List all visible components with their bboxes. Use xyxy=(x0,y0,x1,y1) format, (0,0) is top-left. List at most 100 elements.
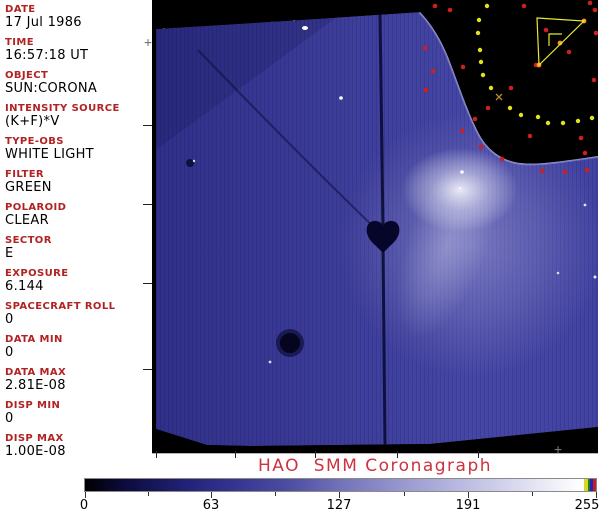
metadata-value: 17 Jul 1986 xyxy=(5,15,82,30)
fiducial-dot-red xyxy=(485,105,491,111)
metadata-sidebar: DATE 17 Jul 1986 TIME 16:57:18 UT OBJECT SUN:… xyxy=(5,4,149,466)
metadata-label: DATA MAX xyxy=(5,367,67,378)
metadata-label: DATA MIN xyxy=(5,334,63,345)
streamer-glow xyxy=(402,148,518,232)
metadata-value: 6.144 xyxy=(5,279,44,294)
metadata-field: SPACECRAFT ROLL 0 xyxy=(5,301,149,327)
fiducial-dot-yellow xyxy=(480,72,486,78)
colorbar-minor-tick xyxy=(275,492,276,496)
fiducial-dot-yellow xyxy=(507,105,513,111)
metadata-field: SECTOR E xyxy=(5,235,149,261)
metadata-label: EXPOSURE xyxy=(5,268,69,279)
pylon-shadow xyxy=(378,12,387,446)
metadata-value: WHITE LIGHT xyxy=(5,147,94,162)
fiducial-dot-red xyxy=(430,68,436,74)
metadata-label: OBJECT xyxy=(5,70,49,81)
fiducial-dot-red xyxy=(584,167,590,173)
fiducial-dot-yellow xyxy=(589,115,595,121)
fiducial-dot-red xyxy=(527,133,533,139)
metadata-field: DATE 17 Jul 1986 xyxy=(5,4,149,30)
metadata-field: DATA MIN 0 xyxy=(5,334,149,360)
metadata-field: DISP MAX 1.00E-08 xyxy=(5,433,149,459)
fiducial-dot-red xyxy=(460,64,466,70)
metadata-value: E xyxy=(5,246,14,261)
fiducial-dot-yellow xyxy=(478,59,484,65)
vignette-shade xyxy=(156,17,337,150)
metadata-label: DATE xyxy=(5,4,36,15)
metadata-value: GREEN xyxy=(5,180,52,195)
fiducial-dot-red xyxy=(422,45,428,51)
fiducial-dot-red xyxy=(472,116,478,122)
fiducial-dot-yellow xyxy=(518,112,524,118)
fiducial-dot-red xyxy=(562,169,568,175)
colorbar-minor-tick xyxy=(404,492,405,496)
fiducial-dot-yellow xyxy=(476,17,482,23)
colorbar-major-tick xyxy=(211,492,212,498)
colorbar-minor-tick xyxy=(148,492,149,496)
fiducial-dot-yellow xyxy=(560,120,566,126)
metadata-value: 0 xyxy=(5,312,14,327)
metadata-label: POLAROID xyxy=(5,202,67,213)
small-dark-spot xyxy=(186,159,194,167)
metadata-value: SUN:CORONA xyxy=(5,81,98,96)
metadata-value: 16:57:18 UT xyxy=(5,48,89,63)
metadata-value: (K+F)*V xyxy=(5,114,60,129)
metadata-field: DATA MAX 2.81E-08 xyxy=(5,367,149,393)
fiducial-layer xyxy=(422,0,598,175)
image-title: HAO SMM Coronagraph xyxy=(257,456,493,476)
fiducial-dot-red xyxy=(423,87,429,93)
metadata-label: DISP MAX xyxy=(5,433,64,444)
fiducial-dot-red xyxy=(592,7,598,13)
colorbar-end-stripe xyxy=(588,479,590,491)
sun-center-marker xyxy=(495,93,503,101)
metadata-field: TIME 16:57:18 UT xyxy=(5,37,149,63)
metadata-field: OBJECT SUN:CORONA xyxy=(5,70,149,96)
coronagraph-scene xyxy=(152,0,598,453)
metadata-label: FILTER xyxy=(5,169,45,180)
colorbar xyxy=(84,478,597,492)
metadata-field: POLAROID CLEAR xyxy=(5,202,149,228)
fiducial-dot-red xyxy=(587,0,593,6)
colorbar-minor-tick xyxy=(532,492,533,496)
fiducial-dot-red xyxy=(582,150,588,156)
colorbar-major-tick xyxy=(85,492,86,498)
metadata-label: TYPE-OBS xyxy=(5,136,64,147)
metadata-label: INTENSITY SOURCE xyxy=(5,103,120,114)
fiducial-dot-red xyxy=(478,144,484,150)
metadata-label: DISP MIN xyxy=(5,400,61,411)
occulter-pylon-blob xyxy=(366,220,400,253)
fiducial-dot-red xyxy=(578,135,584,141)
fiber-shadow-line xyxy=(197,49,382,235)
fiducial-dot-orange xyxy=(557,40,563,46)
fiducial-dot-red xyxy=(499,156,505,162)
fiducial-dot-red xyxy=(539,168,545,174)
metadata-field: TYPE-OBS WHITE LIGHT xyxy=(5,136,149,162)
fiducial-dot-red xyxy=(447,7,453,13)
coronagraph-image xyxy=(152,0,598,454)
dust-spot xyxy=(280,333,300,353)
speck xyxy=(192,159,196,163)
colorbar-major-tick xyxy=(596,492,597,498)
fiducial-dot-red xyxy=(566,49,572,55)
fiducial-dot-yellow xyxy=(477,47,483,53)
fiducial-dot-yellow xyxy=(475,30,481,36)
fiducial-dot-red xyxy=(593,30,598,36)
metadata-label: TIME xyxy=(5,37,34,48)
colorbar-major-tick xyxy=(468,492,469,498)
fiducial-dot-red xyxy=(508,85,514,91)
colorbar-end-stripe xyxy=(584,479,588,491)
fiducial-dot-red xyxy=(459,128,465,134)
corona-field xyxy=(156,12,598,446)
fiducial-dot-yellow xyxy=(545,120,551,126)
metadata-label: SECTOR xyxy=(5,235,52,246)
pointer-polygon-notch xyxy=(548,33,562,46)
metadata-value: 1.00E-08 xyxy=(5,444,66,459)
metadata-field: FILTER GREEN xyxy=(5,169,149,195)
occulter-rim-highlight xyxy=(419,12,598,165)
fiducial-dot-red xyxy=(432,3,438,9)
metadata-field: EXPOSURE 6.144 xyxy=(5,268,149,294)
colorbar-tick-label: 255 xyxy=(574,498,600,512)
metadata-value: 0 xyxy=(5,411,14,426)
metadata-label: SPACECRAFT ROLL xyxy=(5,301,116,312)
